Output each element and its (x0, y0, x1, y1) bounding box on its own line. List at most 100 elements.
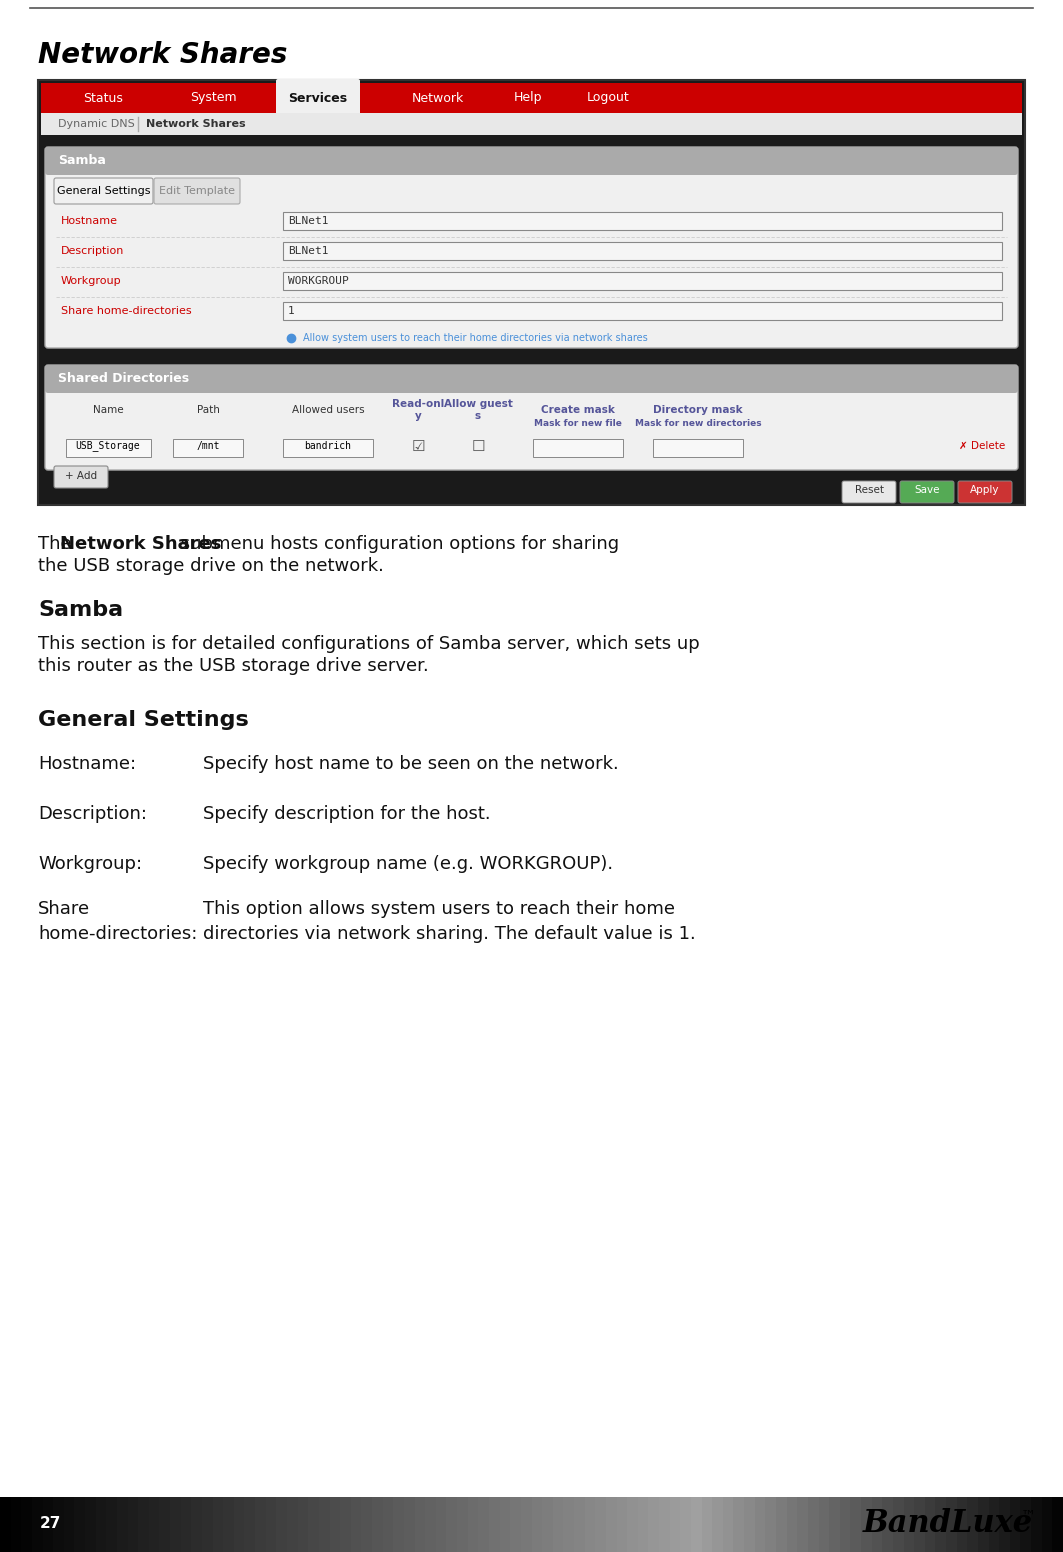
Bar (266, 1498, 276, 1552)
Text: Services: Services (288, 92, 348, 104)
Bar (308, 1498, 319, 1552)
Bar (283, 213, 1002, 230)
Bar (48, 385, 1015, 390)
Text: this router as the USB storage drive server.: this router as the USB storage drive ser… (38, 656, 428, 675)
Text: General Settings: General Settings (56, 186, 150, 196)
Text: the USB storage drive on the network.: the USB storage drive on the network. (38, 557, 384, 574)
Text: Create mask: Create mask (541, 405, 614, 414)
Bar (882, 1498, 893, 1552)
Text: Share
home-directories:: Share home-directories: (38, 900, 198, 944)
Bar (0, 1498, 11, 1552)
Text: General Settings: General Settings (38, 709, 249, 729)
Text: ☑: ☑ (411, 439, 425, 453)
Text: Hostname:: Hostname: (38, 754, 136, 773)
Bar (755, 1498, 765, 1552)
Text: System: System (189, 92, 236, 104)
Bar (276, 1498, 287, 1552)
Text: Workgroup:: Workgroup: (38, 855, 142, 872)
Bar (64, 1498, 74, 1552)
Bar (510, 1498, 521, 1552)
Text: Save: Save (914, 484, 940, 495)
Bar (553, 1498, 563, 1552)
Bar (43, 1498, 53, 1552)
Bar (585, 1498, 595, 1552)
FancyBboxPatch shape (276, 79, 360, 116)
Bar (436, 1498, 446, 1552)
Bar (808, 1498, 819, 1552)
Bar (393, 1498, 404, 1552)
Bar (653, 439, 743, 456)
FancyBboxPatch shape (45, 365, 1018, 470)
Bar (925, 1498, 935, 1552)
Bar (457, 1498, 468, 1552)
Bar (283, 439, 373, 456)
Bar (255, 1498, 266, 1552)
Bar (659, 1498, 670, 1552)
Bar (330, 1498, 340, 1552)
FancyBboxPatch shape (900, 481, 954, 503)
Bar (648, 1498, 659, 1552)
Bar (223, 1498, 234, 1552)
Text: USB_Storage: USB_Storage (75, 441, 140, 452)
Bar (957, 1498, 967, 1552)
Bar (38, 81, 1025, 504)
Text: 1: 1 (288, 306, 294, 317)
Text: Samba: Samba (38, 601, 123, 619)
Bar (202, 1498, 213, 1552)
Bar (872, 1498, 882, 1552)
Text: Dynamic DNS: Dynamic DNS (58, 120, 135, 129)
Bar (283, 303, 1002, 320)
Text: Read-onl
y: Read-onl y (392, 399, 444, 421)
Bar (606, 1498, 617, 1552)
Text: Allowed users: Allowed users (291, 405, 365, 414)
Bar (48, 168, 1015, 172)
Text: Specify host name to be seen on the network.: Specify host name to be seen on the netw… (203, 754, 619, 773)
Bar (989, 1498, 999, 1552)
Text: Share home-directories: Share home-directories (61, 306, 191, 317)
Bar (41, 82, 1022, 113)
FancyBboxPatch shape (154, 178, 240, 203)
Text: /mnt: /mnt (197, 441, 220, 452)
Bar (914, 1498, 925, 1552)
Text: ™: ™ (1020, 1509, 1036, 1524)
Bar (446, 1498, 457, 1552)
Bar (468, 1498, 478, 1552)
Text: bandrich: bandrich (304, 441, 352, 452)
Text: WORKGROUP: WORKGROUP (288, 276, 349, 286)
Bar (999, 1498, 1010, 1552)
Bar (765, 1498, 776, 1552)
Bar (191, 1498, 202, 1552)
Bar (978, 1498, 989, 1552)
Bar (53, 1498, 64, 1552)
Bar (106, 1498, 117, 1552)
FancyBboxPatch shape (45, 365, 1018, 393)
Bar (712, 1498, 723, 1552)
Bar (680, 1498, 691, 1552)
Text: Network Shares: Network Shares (38, 40, 287, 68)
Bar (744, 1498, 755, 1552)
Text: Apply: Apply (971, 484, 999, 495)
Bar (478, 1498, 489, 1552)
Bar (861, 1498, 872, 1552)
Text: ☐: ☐ (471, 439, 485, 453)
Text: Logout: Logout (587, 92, 629, 104)
Bar (1042, 1498, 1052, 1552)
Bar (404, 1498, 415, 1552)
Text: Allow system users to reach their home directories via network shares: Allow system users to reach their home d… (303, 334, 647, 343)
Bar (627, 1498, 638, 1552)
FancyBboxPatch shape (54, 178, 153, 203)
Bar (819, 1498, 829, 1552)
Bar (542, 1498, 553, 1552)
Bar (500, 1498, 510, 1552)
Text: Mask for new directories: Mask for new directories (635, 419, 761, 428)
Bar (532, 1498, 542, 1552)
Bar (66, 439, 151, 456)
Bar (489, 1498, 500, 1552)
Text: Allow guest
s: Allow guest s (443, 399, 512, 421)
Bar (563, 1498, 574, 1552)
Bar (361, 1498, 372, 1552)
Text: Description: Description (61, 247, 124, 256)
Bar (521, 1498, 532, 1552)
Bar (298, 1498, 308, 1552)
Text: Reset: Reset (855, 484, 883, 495)
